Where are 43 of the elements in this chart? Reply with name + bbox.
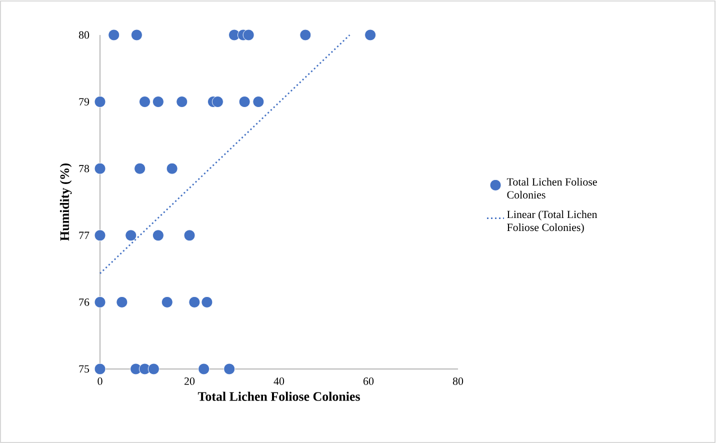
point	[134, 162, 146, 174]
point	[94, 363, 106, 375]
point	[125, 230, 137, 242]
point	[198, 363, 210, 375]
point	[212, 96, 224, 108]
point	[152, 230, 164, 242]
y-tick-label: 77	[79, 232, 90, 239]
y-tick-label: 80	[78, 31, 90, 39]
point	[184, 230, 196, 242]
y-axis-title: Humidity (%)	[60, 164, 72, 241]
legend-label: Linear (Total Lichen Foliose Colonies)	[507, 210, 598, 234]
point	[238, 96, 250, 108]
point	[364, 29, 376, 41]
point	[166, 162, 178, 174]
point	[176, 96, 188, 108]
point	[152, 96, 164, 108]
point	[224, 363, 236, 375]
x-axis-title: Total Lichen Foliose Colonies	[198, 392, 360, 401]
point	[130, 29, 142, 41]
point	[94, 162, 106, 174]
point	[252, 96, 264, 108]
point	[94, 296, 106, 308]
point	[188, 296, 200, 308]
x-tick-label: 0	[98, 378, 102, 385]
x-tick-label: 60	[363, 378, 374, 385]
point	[94, 230, 106, 242]
point	[116, 296, 128, 308]
y-tick-label: 75	[79, 365, 90, 373]
y-tick-label: 79	[79, 98, 90, 106]
legend-label: Total Lichen Foliose Colonies	[506, 178, 597, 199]
point	[201, 296, 213, 308]
x-tick-label: 40	[274, 378, 284, 385]
point	[139, 96, 151, 108]
point	[161, 296, 173, 308]
y-tick-label: 78	[79, 164, 90, 172]
point	[242, 29, 254, 41]
y-tick-label: 76	[79, 298, 90, 306]
point	[108, 29, 120, 41]
x-tick-label: 20	[184, 378, 195, 385]
point	[148, 363, 160, 375]
point	[300, 29, 312, 41]
point	[94, 96, 106, 108]
x-tick-label: 80	[452, 378, 464, 385]
